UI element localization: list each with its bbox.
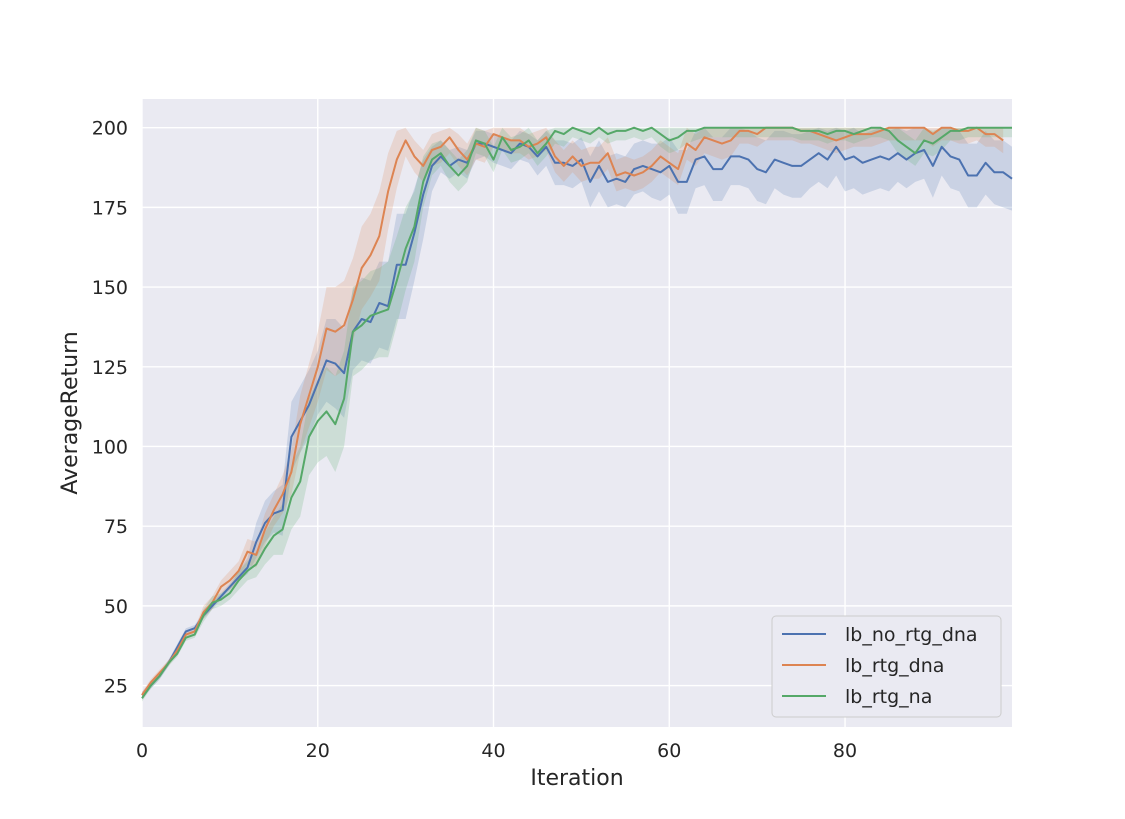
y-tick-label: 75: [104, 516, 128, 538]
band-lb-rtg-na: [142, 127, 1012, 702]
y-tick-label: 175: [92, 197, 128, 219]
series-line-lb-no-rtg-dna: [141, 142, 1013, 696]
legend-label-lb-rtg-dna: lb_rtg_dna: [845, 655, 944, 677]
y-tick-label: 125: [92, 357, 128, 379]
y-tick-label: 150: [92, 277, 128, 299]
band-lb-rtg-dna: [142, 127, 1004, 699]
legend-label-lb-rtg-na: lb_rtg_na: [845, 686, 932, 708]
grid-lines: [141, 99, 1012, 727]
x-tick-label: 20: [306, 740, 330, 762]
legend: lb_no_rtg_dna lb_rtg_dna lb_rtg_na: [771, 615, 1002, 718]
legend-label-lb-no-rtg-dna: lb_no_rtg_dna: [845, 624, 978, 646]
y-tick-label: 25: [104, 676, 128, 698]
y-tick-label: 100: [92, 436, 128, 458]
series-line-lb-rtg-na: [141, 126, 1012, 699]
y-axis-title: AverageReturn: [58, 331, 83, 494]
band-lb-no-rtg-dna: [142, 127, 1012, 699]
series-line-lb-rtg-dna: [141, 126, 1004, 696]
y-tick-label: 50: [104, 596, 128, 618]
confidence-bands: [142, 127, 1012, 702]
series-lines: [141, 126, 1013, 699]
x-axis-title: Iteration: [530, 766, 623, 791]
x-tick-label: 40: [481, 740, 505, 762]
x-tick-label: 0: [136, 740, 148, 762]
legend-box: [771, 615, 1002, 718]
y-tick-label: 200: [92, 118, 128, 140]
x-tick-label: 80: [833, 740, 857, 762]
x-tick-label: 60: [657, 740, 681, 762]
tick-labels: 25 50 75 100 125 150 175 200 0 20 40 60 80: [92, 118, 857, 762]
